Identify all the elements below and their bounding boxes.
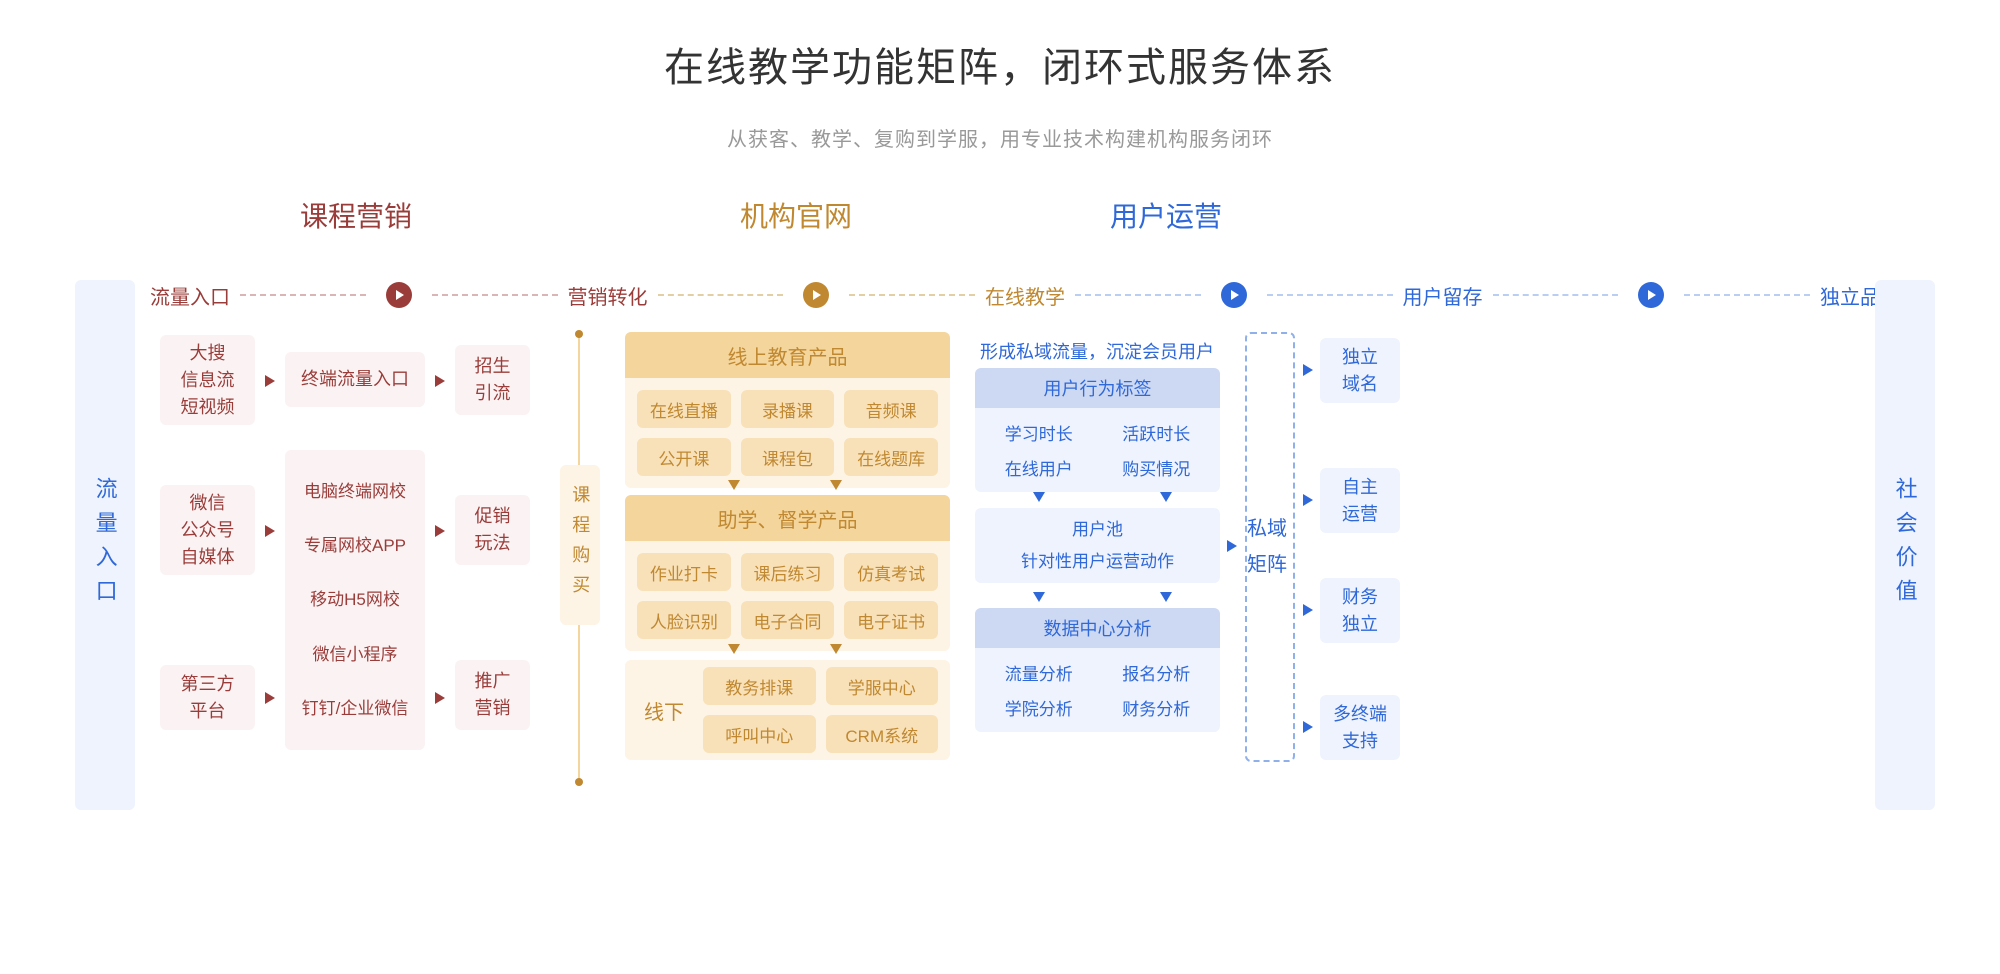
grid-item: 购买情况 xyxy=(1113,455,1201,480)
section-site: 机构官网 xyxy=(740,195,852,235)
brand-box: 独立域名 xyxy=(1320,338,1400,403)
red-box-thirdparty: 第三方平台 xyxy=(160,665,255,730)
brand-box: 自主运营 xyxy=(1320,468,1400,533)
red-item: 电脑终端网校 xyxy=(304,479,406,505)
chip: 在线直播 xyxy=(637,390,731,428)
play-icon xyxy=(803,282,829,308)
caret-icon xyxy=(1303,364,1313,376)
caret-icon xyxy=(1303,604,1313,616)
play-icon xyxy=(386,282,412,308)
chip: 学服中心 xyxy=(826,667,939,705)
orange-panel-1: 线上教育产品 在线直播录播课音频课公开课课程包在线题库 xyxy=(625,332,950,488)
chip: 音频课 xyxy=(844,390,938,428)
grid-item: 流量分析 xyxy=(995,660,1083,685)
caret-pair xyxy=(1033,492,1172,502)
red-box-enroll: 招生引流 xyxy=(455,345,530,415)
caret-icon xyxy=(435,692,445,704)
chip: 录播课 xyxy=(741,390,835,428)
blue-box-3: 数据中心分析 流量分析 报名分析学院分析 财务分析 xyxy=(975,608,1220,732)
red-item: 微信小程序 xyxy=(313,642,398,668)
right-vbar: 社会价值 xyxy=(1875,280,1935,810)
play-icon xyxy=(1638,282,1664,308)
orange-panel-3: 线下 教务排课学服中心呼叫中心 CRM系统 xyxy=(625,660,950,760)
caret-pair xyxy=(728,644,842,654)
blue-box2-sub: 针对性用户运营动作 xyxy=(1021,549,1174,575)
panel-title: 助学、督学产品 xyxy=(625,495,950,541)
orange-vline-bottom xyxy=(575,778,583,786)
chip: 电子合同 xyxy=(741,601,835,639)
sub-retain: 用户留存 xyxy=(1403,281,1483,310)
caret-pair xyxy=(1033,592,1172,602)
orange-vline-top xyxy=(575,330,583,338)
grid-item: 财务分析 xyxy=(1113,695,1201,720)
caret-icon xyxy=(265,525,275,537)
chip: 课后练习 xyxy=(741,553,835,591)
chip: 呼叫中心 xyxy=(703,715,816,753)
red-box-wechat: 微信公众号自媒体 xyxy=(160,485,255,575)
page-title: 在线教学功能矩阵，闭环式服务体系 xyxy=(0,0,2000,93)
panel-title: 用户行为标签 xyxy=(975,368,1220,408)
blue-box2-title: 用户池 xyxy=(1072,517,1123,543)
sub-teach: 在线教学 xyxy=(985,281,1065,310)
caret-icon xyxy=(1227,540,1237,552)
chip: 电子证书 xyxy=(844,601,938,639)
chip: 在线题库 xyxy=(844,438,938,476)
chip: 人脸识别 xyxy=(637,601,731,639)
brand-box: 多终端支持 xyxy=(1320,695,1400,760)
red-box-big: 电脑终端网校 专属网校APP 移动H5网校 微信小程序 钉钉/企业微信 xyxy=(285,450,425,750)
mid-vbar: 课程购买 xyxy=(560,465,600,625)
grid-item: 学院分析 xyxy=(995,695,1083,720)
red-box-terminal: 终端流量入口 xyxy=(285,352,425,407)
red-item: 专属网校APP xyxy=(304,533,406,559)
orange-panel-2: 助学、督学产品 作业打卡课后练习仿真考试人脸识别电子合同电子证书 xyxy=(625,495,950,651)
chip: 仿真考试 xyxy=(844,553,938,591)
chip: 作业打卡 xyxy=(637,553,731,591)
chip: 教务排课 xyxy=(703,667,816,705)
caret-icon xyxy=(265,375,275,387)
caret-icon xyxy=(435,525,445,537)
chip: 公开课 xyxy=(637,438,731,476)
blue-box-1: 用户行为标签 学习时长 活跃时长在线用户 购买情况 xyxy=(975,368,1220,492)
caret-icon xyxy=(1303,721,1313,733)
panel-title-side: 线下 xyxy=(625,696,703,725)
play-icon xyxy=(1221,282,1247,308)
blue-box-2: 用户池 针对性用户运营动作 xyxy=(975,508,1220,583)
grid-item: 活跃时长 xyxy=(1113,420,1201,445)
caret-icon xyxy=(265,692,275,704)
grid-item: 在线用户 xyxy=(995,455,1083,480)
blue-note: 形成私域流量，沉淀会员用户 xyxy=(980,338,1214,364)
page-subtitle: 从获客、教学、复购到学服，用专业技术构建机构服务闭环 xyxy=(0,123,2000,152)
panel-title: 数据中心分析 xyxy=(975,608,1220,648)
red-item: 钉钉/企业微信 xyxy=(302,696,409,722)
grid-item: 报名分析 xyxy=(1113,660,1201,685)
sub-convert: 营销转化 xyxy=(568,281,648,310)
panel-title: 线上教育产品 xyxy=(625,332,950,378)
chip: 课程包 xyxy=(741,438,835,476)
grid-item: 学习时长 xyxy=(995,420,1083,445)
left-vbar: 流量入口 xyxy=(75,280,135,810)
subheader-row: 流量入口 营销转化 在线教学 用户留存 独立品牌 xyxy=(150,280,1900,310)
sub-traffic: 流量入口 xyxy=(150,281,230,310)
caret-icon xyxy=(435,375,445,387)
chip: CRM系统 xyxy=(826,715,939,753)
red-item: 移动H5网校 xyxy=(310,587,400,613)
brand-box: 财务独立 xyxy=(1320,578,1400,643)
red-box-dasou: 大搜信息流短视频 xyxy=(160,335,255,425)
red-box-promo: 促销玩法 xyxy=(455,495,530,565)
priv-vbar: 私域矩阵 xyxy=(1245,332,1295,762)
section-marketing: 课程营销 xyxy=(300,195,412,235)
caret-icon xyxy=(1303,494,1313,506)
red-box-spread: 推广营销 xyxy=(455,660,530,730)
section-ops: 用户运营 xyxy=(1110,195,1222,235)
caret-pair xyxy=(728,480,842,490)
